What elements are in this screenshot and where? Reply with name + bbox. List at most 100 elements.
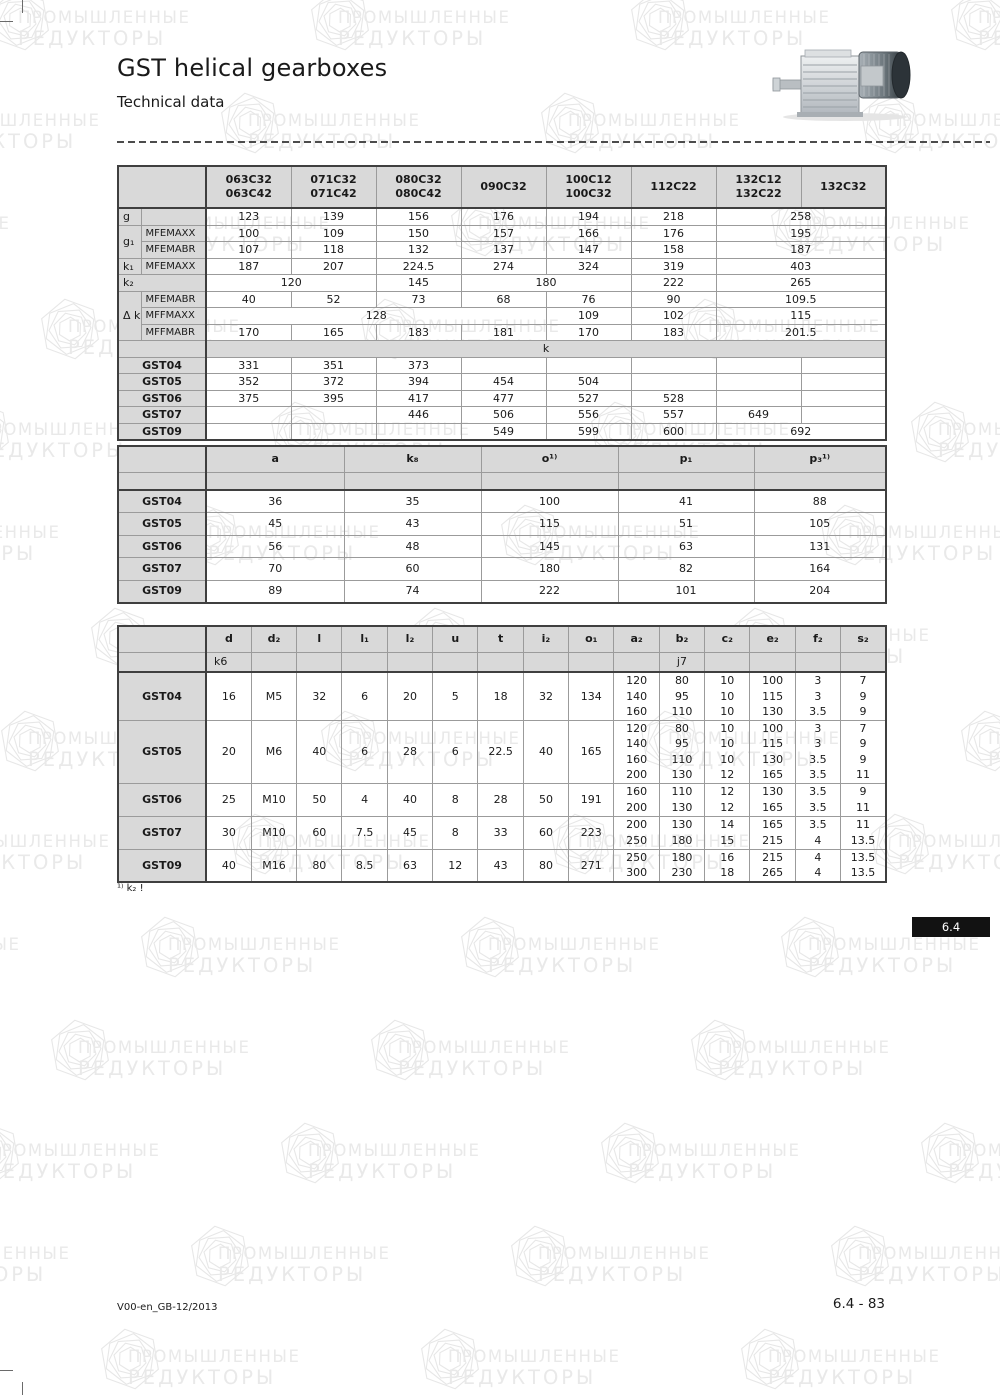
data-cell: 8 bbox=[432, 815, 479, 850]
data-cell: 556 bbox=[545, 406, 632, 424]
data-cell: 18 bbox=[477, 671, 524, 721]
data-cell: 74 bbox=[343, 579, 482, 603]
data-cell: 258 bbox=[715, 207, 887, 226]
row-label-cell: k₂ bbox=[117, 274, 207, 292]
row-label-cell: GST04 bbox=[117, 356, 207, 374]
header-cell: 080C32 080C42 bbox=[375, 165, 462, 209]
watermark-line1: ПРОМЫШЛЕННЫЕ bbox=[18, 8, 191, 27]
data-cell: 88 bbox=[753, 489, 887, 513]
data-cell: 80 bbox=[296, 848, 343, 883]
data-cell: 183 bbox=[375, 323, 462, 341]
data-cell: 222 bbox=[480, 579, 619, 603]
hexagon-spiral-logo bbox=[741, 1328, 799, 1390]
data-cell: 41 bbox=[617, 489, 755, 513]
table-row: Δ k MFEMABR 40 52 73 68 76 90 109.5 bbox=[117, 290, 887, 341]
watermark-line1: ПРОМЫШЛЕННЫЕ bbox=[898, 832, 1000, 851]
data-cell: 63 bbox=[617, 534, 755, 558]
watermark-line1: ПРОМЫШЛЕННЫЕ bbox=[448, 1347, 621, 1366]
watermark-line2: РЕДУКТОРЫ bbox=[338, 27, 487, 50]
table-row: MFEMABR 107 118 132 137 147 158 187 bbox=[118, 241, 887, 259]
table-row: GST07 30 M10 60 7.5 45 8 33 60 223 200 250 130 180 1… bbox=[117, 815, 887, 850]
row-label-cell: GST04 bbox=[117, 671, 207, 721]
data-cell: 215 265 bbox=[749, 848, 796, 883]
row-label-cell: g bbox=[117, 207, 142, 226]
data-cell: 506 bbox=[460, 406, 547, 424]
data-cell: 131 bbox=[753, 534, 887, 558]
data-cell: 11 13.5 bbox=[840, 815, 887, 850]
hexagon-spiral-logo bbox=[781, 916, 839, 978]
data-cell bbox=[205, 422, 292, 441]
dashed-divider bbox=[117, 141, 990, 143]
data-cell: 6 bbox=[341, 719, 388, 784]
watermark-line2: РЕДУКТОРЫ bbox=[768, 1366, 917, 1389]
watermark: ПРОМЫШЛЕННЫЕ РЕДУКТОРЫ bbox=[98, 1327, 408, 1395]
hexagon-spiral-logo bbox=[41, 298, 99, 360]
header-cell: b₂ bbox=[658, 625, 706, 653]
hexagon-spiral-logo bbox=[951, 0, 1000, 51]
data-cell: 32 bbox=[296, 671, 343, 721]
row-label-cell: MFEMAXX bbox=[140, 224, 207, 242]
header-cell: 132C32 bbox=[800, 165, 887, 209]
table-row: MFFMAXX 128 109 102 115 bbox=[118, 307, 887, 325]
watermark-text: ПРОМЫШЛЕННЫЕ РЕДУКТОРЫ bbox=[898, 832, 1000, 874]
watermark-text: ПРОМЫШЛЕННЫЕ РЕДУКТОРЫ bbox=[0, 1141, 160, 1183]
data-cell: 76 bbox=[545, 290, 632, 308]
watermark-line1: ПРОМЫШЛЕННЫЕ bbox=[0, 1141, 161, 1160]
data-cell: 107 bbox=[205, 241, 292, 259]
hexagon-spiral-logo bbox=[101, 1328, 159, 1390]
hexagon-spiral-logo bbox=[911, 401, 969, 463]
watermark: ПРОМЫШЛЕННЫЕ РЕДУКТОРЫ bbox=[0, 1018, 38, 1100]
data-cell: 40 bbox=[296, 719, 343, 784]
header-cell: u bbox=[432, 625, 479, 653]
table-row: GST04 331 351 373 bbox=[117, 356, 887, 374]
data-cell: 218 bbox=[630, 207, 717, 226]
page-subtitle: Technical data bbox=[117, 93, 225, 111]
data-cell: 6 bbox=[432, 719, 479, 784]
watermark: ПРОМЫШЛЕННЫЕ РЕДУКТОРЫ bbox=[0, 606, 78, 688]
row-label-cell bbox=[140, 207, 207, 226]
data-cell: 224.5 bbox=[375, 257, 462, 275]
watermark-line2: РЕДУКТОРЫ bbox=[0, 1263, 47, 1286]
data-cell: 504 bbox=[545, 373, 632, 391]
row-label-cell: GST06 bbox=[117, 389, 207, 407]
watermark-line2: РЕДУКТОРЫ bbox=[448, 1366, 597, 1389]
data-cell bbox=[617, 471, 755, 491]
watermark-line2: РЕДУКТОРЫ bbox=[488, 954, 637, 977]
data-cell: 118 bbox=[290, 241, 377, 259]
data-cell: 28 bbox=[477, 782, 524, 817]
data-cell: 204 bbox=[753, 579, 887, 603]
row-label-cell: GST09 bbox=[117, 579, 207, 603]
data-cell bbox=[753, 471, 887, 491]
data-cell: 20 bbox=[205, 719, 252, 784]
watermark-line1: ПРОМЫШЛЕННЫЕ bbox=[538, 1244, 711, 1263]
watermark-line2: РЕДУКТОРЫ bbox=[948, 1160, 1000, 1183]
header-cell: i₂ bbox=[522, 625, 570, 653]
data-cell: 105 bbox=[753, 512, 887, 536]
watermark-line2: РЕДУКТОРЫ bbox=[0, 1160, 137, 1183]
data-cell: 7.5 bbox=[341, 815, 388, 850]
watermark: ПРОМЫШЛЕННЫЕ РЕДУКТОРЫ bbox=[0, 1121, 268, 1203]
data-cell: 160 200 bbox=[613, 782, 660, 817]
data-cell: 477 bbox=[460, 389, 547, 407]
watermark-text: ПРОМЫШЛЕННЫЕ РЕДУКТОРЫ bbox=[538, 1244, 710, 1286]
data-cell: 187 bbox=[205, 257, 292, 275]
table-row: GST04 16 M5 32 6 20 5 18 32 134 120 140 160 80 95 1… bbox=[117, 671, 887, 721]
data-cell: 156 bbox=[375, 207, 462, 226]
data-cell: M10 bbox=[250, 782, 298, 817]
data-cell: 120 140 160 200 bbox=[613, 719, 660, 784]
data-cell: 351 bbox=[290, 356, 377, 374]
row-label-cell: g₁ bbox=[117, 224, 142, 259]
data-cell: 16 18 bbox=[704, 848, 751, 883]
table-row: GST07 446 506 556 557 649 bbox=[117, 406, 887, 424]
watermark-line1: ПРОМЫШЛЕННЫЕ bbox=[0, 214, 11, 233]
watermark: ПРОМЫШЛЕННЫЕ РЕДУКТОРЫ bbox=[0, 915, 128, 997]
watermark: ПРОМЫШЛЕННЫЕ РЕДУКТОРЫ bbox=[0, 297, 28, 379]
data-cell: 123 bbox=[205, 207, 292, 226]
data-cell: 3.5 4 bbox=[794, 815, 842, 850]
data-cell: j7 bbox=[658, 651, 706, 673]
data-cell: 7 9 9 bbox=[840, 671, 887, 721]
row-label-cell bbox=[117, 340, 207, 358]
data-cell: 222 bbox=[630, 274, 717, 292]
watermark-line1: ПРОМЫШЛЕННЫЕ bbox=[0, 523, 61, 542]
